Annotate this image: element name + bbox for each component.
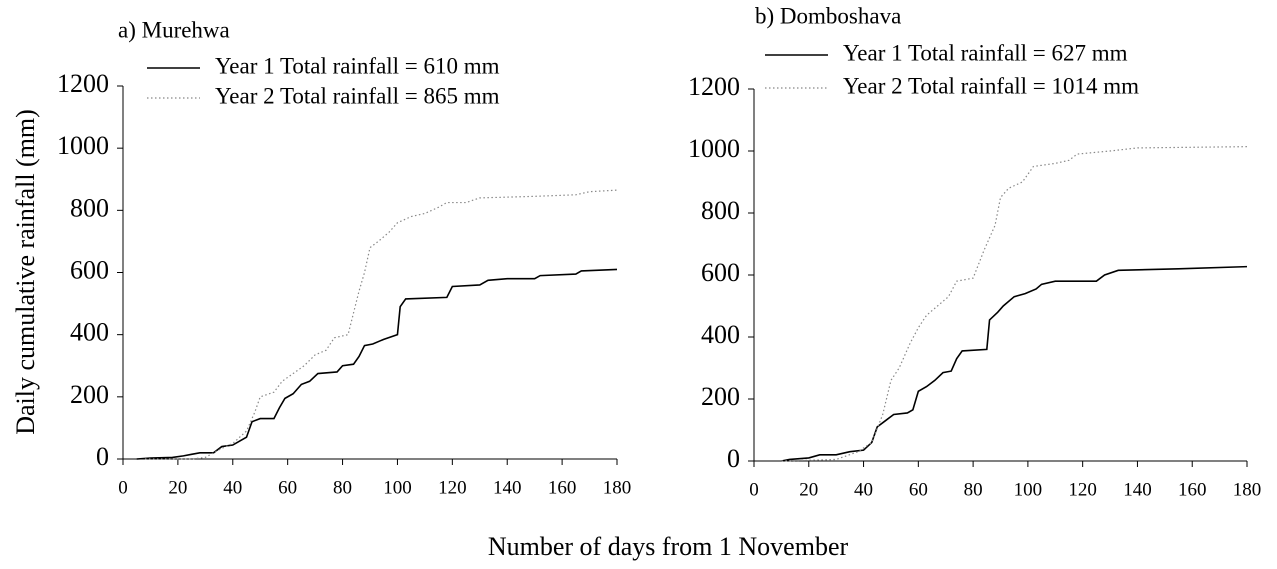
y-tick-label: 400	[70, 318, 109, 347]
x-tick-label: 20	[168, 477, 187, 498]
series-line	[781, 146, 1248, 462]
y-tick-label: 0	[96, 442, 109, 471]
x-tick-label: 100	[383, 477, 412, 498]
x-axis-label: Number of days from 1 November	[488, 532, 849, 561]
y-tick-label: 200	[70, 380, 109, 409]
y-tick-label: 600	[70, 255, 109, 284]
x-tick-label: 40	[223, 477, 242, 498]
x-tick-label: 180	[1233, 479, 1262, 500]
series-line	[781, 265, 1248, 462]
y-tick-label: 800	[701, 196, 740, 225]
x-tick-label: 160	[548, 477, 577, 498]
legend-label: Year 1 Total rainfall = 627 mm	[843, 40, 1128, 65]
x-tick-label: 20	[799, 479, 818, 500]
y-tick-label: 200	[701, 382, 740, 411]
chart-title: a) Murehwa	[118, 17, 230, 42]
y-tick-label: 600	[701, 258, 740, 287]
y-tick-label: 0	[727, 444, 740, 473]
y-tick-label: 1000	[57, 131, 109, 160]
y-tick-label: 800	[70, 193, 109, 222]
x-tick-label: 0	[118, 477, 128, 498]
legend-label: Year 2 Total rainfall = 1014 mm	[843, 73, 1139, 98]
x-tick-label: 100	[1014, 479, 1043, 500]
x-tick-label: 80	[964, 479, 983, 500]
y-tick-label: 1200	[688, 72, 740, 101]
x-tick-label: 60	[278, 477, 297, 498]
x-tick-label: 140	[1123, 479, 1152, 500]
x-tick-label: 180	[603, 477, 632, 498]
legend-label: Year 1 Total rainfall = 610 mm	[215, 53, 500, 78]
y-tick-label: 1200	[57, 69, 109, 98]
x-tick-label: 120	[1068, 479, 1097, 500]
x-tick-label: 40	[854, 479, 873, 500]
y-tick-label: 400	[701, 320, 740, 349]
series-line	[144, 189, 618, 460]
x-tick-label: 140	[493, 477, 522, 498]
series-line	[136, 268, 618, 460]
x-tick-label: 0	[749, 479, 759, 500]
chart-title: b) Domboshava	[755, 3, 901, 28]
x-tick-label: 120	[438, 477, 467, 498]
y-axis-label: Daily cumulative rainfall (mm)	[11, 109, 40, 435]
x-tick-label: 60	[909, 479, 928, 500]
y-tick-label: 1000	[688, 134, 740, 163]
x-tick-label: 80	[333, 477, 352, 498]
legend-label: Year 2 Total rainfall = 865 mm	[215, 83, 500, 108]
x-tick-label: 160	[1178, 479, 1207, 500]
